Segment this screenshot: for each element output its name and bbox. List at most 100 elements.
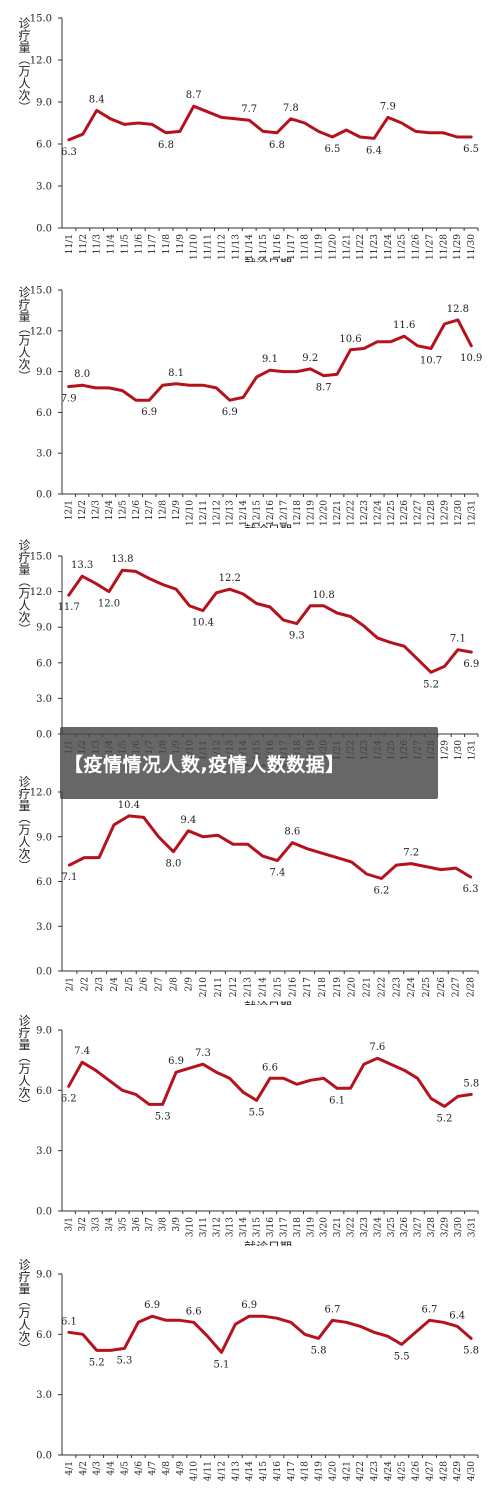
data-label: 6.6 — [186, 1306, 202, 1317]
chart-panel: 0.0 3.0 6.0 9.0 12.0 15.0 11/1 11/2 11/3 11/4 11/5… — [0, 0, 500, 263]
data-label: 10.7 — [420, 355, 442, 366]
x-tick-label: 4/20 — [328, 1461, 338, 1481]
y-tick-label: 15.0 — [30, 286, 52, 297]
y-tick-label: 9.0 — [36, 1026, 52, 1037]
x-tick-label: 11/4 — [107, 234, 117, 254]
y-axis-title: 诊疗量（万人次） — [17, 539, 31, 635]
x-tick-label: 11/3 — [93, 234, 103, 254]
x-tick-label: 3/29 — [440, 1217, 450, 1237]
y-tick-label: 3.0 — [36, 1146, 52, 1157]
x-tick-label: 11/11 — [204, 234, 214, 260]
x-tick-label: 3/9 — [172, 1217, 182, 1232]
x-tick-label: 11/14 — [245, 234, 255, 260]
y-tick-label: 12.0 — [30, 56, 52, 67]
series-line — [67, 318, 473, 402]
data-label: 7.8 — [283, 103, 299, 114]
x-tick-label: 4/29 — [453, 1461, 463, 1481]
x-tick-label: 11/19 — [315, 234, 325, 260]
x-tick-label: 2/24 — [407, 977, 417, 997]
x-tick-label: 11/17 — [287, 234, 297, 260]
x-tick-label: 2/1 — [65, 977, 75, 991]
data-label: 5.5 — [394, 1351, 410, 1362]
x-axis-title: 就诊日期 — [244, 1240, 292, 1246]
x-tick-label: 2/26 — [437, 977, 447, 997]
x-tick-label: 11/12 — [217, 234, 227, 260]
data-label: 6.1 — [329, 1095, 345, 1106]
x-tick-label: 3/1 — [65, 1217, 75, 1231]
data-label: 12.8 — [447, 304, 469, 315]
x-tick-label: 3/22 — [347, 1217, 357, 1237]
data-label: 5.3 — [116, 1355, 132, 1366]
data-label: 5.8 — [463, 1345, 479, 1356]
x-tick-label: 4/18 — [301, 1461, 311, 1481]
series-line — [67, 814, 473, 880]
data-label: 13.3 — [71, 560, 93, 571]
x-tick-label: 2/17 — [303, 977, 313, 997]
data-label: 10.6 — [339, 334, 361, 345]
data-label: 7.9 — [380, 101, 396, 112]
x-tick-label: 12/23 — [360, 500, 370, 526]
x-tick-label: 11/7 — [148, 234, 158, 254]
x-tick-label: 4/22 — [356, 1461, 366, 1481]
y-tick-label: 0.0 — [36, 1451, 52, 1462]
x-tick-label: 3/18 — [293, 1217, 303, 1237]
x-tick-label: 4/1 — [65, 1461, 75, 1475]
data-label: 9.3 — [289, 631, 305, 642]
x-tick-label: 3/15 — [253, 1217, 263, 1237]
x-tick-label: 4/5 — [120, 1461, 130, 1476]
data-label: 6.9 — [463, 659, 479, 670]
x-axis-title: 就诊日期 — [244, 1000, 292, 1005]
y-tick-label: 12.0 — [30, 788, 52, 799]
chart-panel: 0.0 3.0 6.0 9.0 12.0 2/1 2/2 2/3 2/4 2/5 2/6 2/7 2/8… — [0, 767, 500, 1005]
y-axis-title: 诊疗量（万人次） — [17, 17, 31, 113]
series-line — [67, 568, 473, 674]
x-tick-label: 12/7 — [145, 500, 155, 520]
x-tick-label: 3/11 — [199, 1217, 209, 1237]
x-tick-label: 11/9 — [176, 234, 186, 254]
data-label: 7.3 — [195, 1048, 211, 1059]
x-tick-label: 12/17 — [279, 500, 289, 526]
x-tick-label: 3/26 — [400, 1217, 410, 1237]
data-label: 7.1 — [61, 872, 77, 883]
x-tick-label: 2/8 — [169, 977, 179, 992]
x-tick-label: 3/27 — [414, 1217, 424, 1237]
chart-panel: 0.0 3.0 6.0 9.0 12.0 15.0 12/1 12/2 12/3 12/4 12/5… — [0, 262, 500, 529]
x-tick-label: 2/9 — [184, 977, 194, 992]
y-tick-label: 6.0 — [36, 1086, 52, 1097]
data-label: 6.1 — [61, 1316, 77, 1327]
data-label: 9.2 — [302, 353, 318, 364]
data-label: 6.5 — [463, 144, 479, 155]
x-tick-label: 2/25 — [422, 977, 432, 997]
data-label: 10.8 — [313, 590, 335, 601]
x-tick-label: 2/14 — [259, 977, 269, 997]
x-tick-label: 3/14 — [239, 1217, 249, 1237]
x-tick-label: 2/2 — [80, 977, 90, 991]
x-tick-label: 12/4 — [105, 500, 115, 520]
data-label: 9.1 — [262, 354, 278, 365]
y-axis-title: 诊疗量（万人次） — [17, 775, 31, 871]
data-label: 8.0 — [74, 369, 90, 380]
data-label: 6.9 — [241, 1300, 257, 1311]
y-tick-label: 6.0 — [36, 1330, 52, 1341]
x-tick-label: 3/20 — [320, 1217, 330, 1237]
data-label: 5.2 — [423, 679, 439, 690]
series-line — [67, 1056, 473, 1108]
data-label: 10.9 — [460, 353, 482, 364]
x-tick-label: 11/27 — [425, 234, 435, 260]
chart-svg: 0.0 3.0 6.0 9.0 4/1 4/2 4/3 4/4 4/5 4/6 4/7 4/8 4/9 4… — [17, 1258, 479, 1481]
x-tick-label: 2/21 — [363, 977, 373, 997]
x-tick-label: 12/22 — [347, 500, 357, 526]
data-label: 11.6 — [393, 320, 415, 331]
data-label: 7.4 — [74, 1046, 90, 1057]
data-label: 7.9 — [61, 394, 77, 405]
x-tick-label: 11/2 — [79, 234, 89, 254]
y-tick-label: 6.0 — [36, 658, 52, 669]
data-label: 8.6 — [284, 827, 300, 838]
data-label: 6.8 — [269, 140, 285, 151]
y-tick-label: 0.0 — [36, 224, 52, 235]
data-label: 12.0 — [98, 599, 120, 610]
x-tick-label: 4/2 — [79, 1461, 89, 1475]
x-tick-label: 12/21 — [333, 500, 343, 526]
x-tick-label: 12/16 — [266, 500, 276, 526]
